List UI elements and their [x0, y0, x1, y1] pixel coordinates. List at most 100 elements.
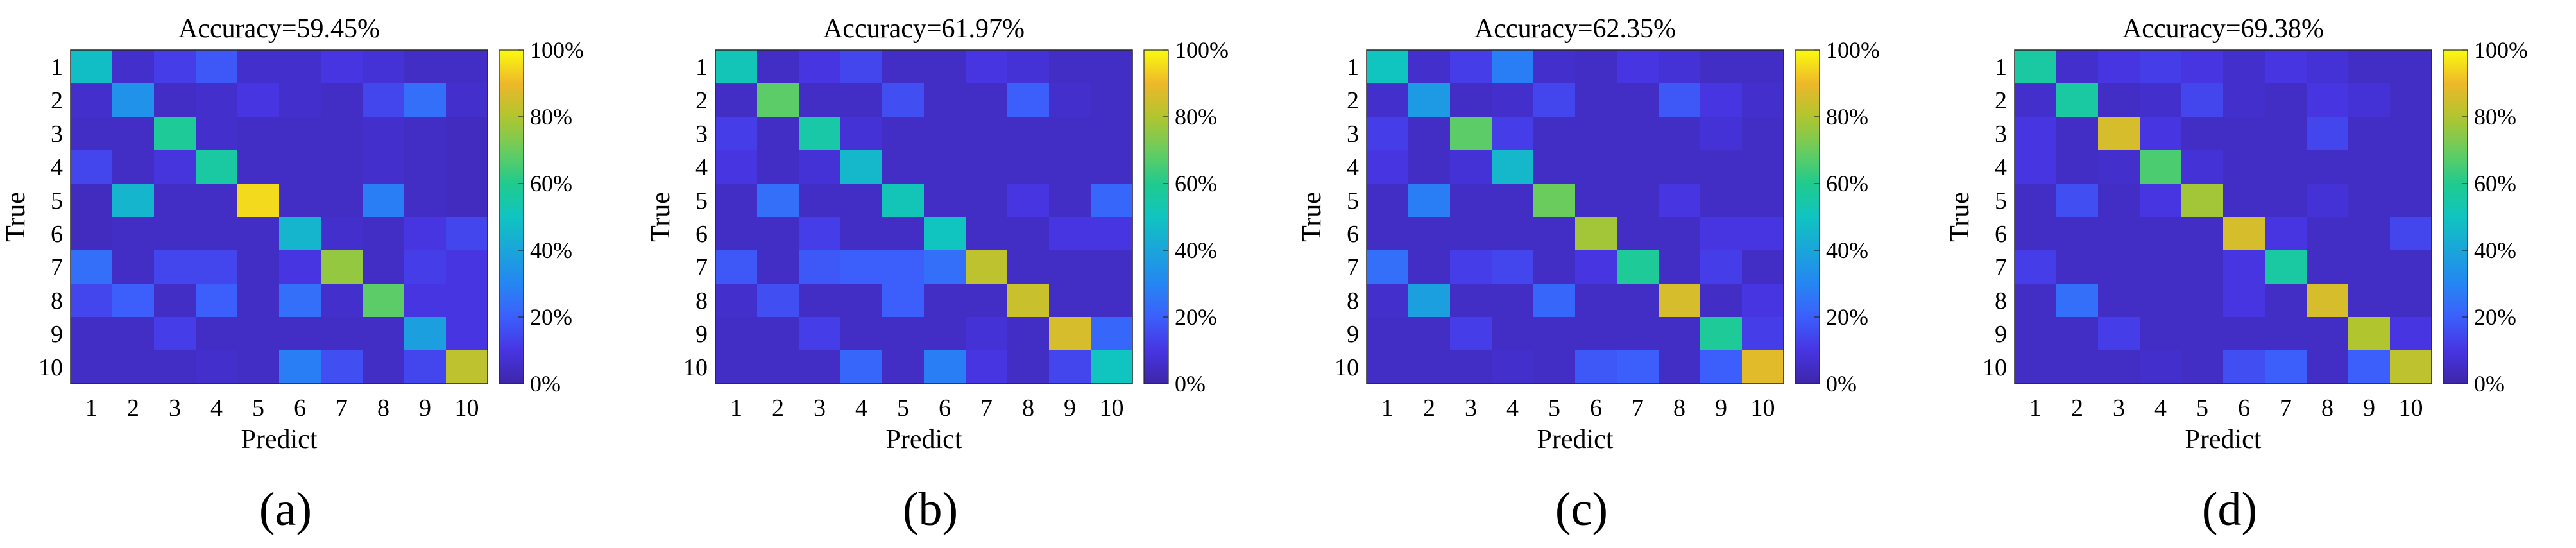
- heatmap-cell: [2348, 184, 2391, 218]
- heatmap-cell: [1659, 184, 1701, 218]
- heatmap-cell: [840, 284, 883, 318]
- x-tick-label: 4: [210, 395, 223, 422]
- x-tick-label: 1: [85, 395, 98, 422]
- heatmap-cell: [196, 83, 238, 117]
- heatmap-cell: [1091, 184, 1133, 218]
- heatmap-cell: [321, 184, 363, 218]
- heatmap-cell: [2223, 250, 2265, 284]
- y-axis-label: True: [646, 192, 676, 242]
- heatmap-cell: [1091, 350, 1133, 384]
- heatmap-cell: [2265, 217, 2307, 251]
- heatmap-cell: [2098, 284, 2140, 318]
- heatmap-cell: [1408, 350, 1451, 384]
- heatmap-cell: [1617, 83, 1659, 117]
- y-tick-label: 4: [1347, 154, 1359, 181]
- heatmap-cell: [404, 217, 447, 251]
- heatmap-cell: [2098, 184, 2140, 218]
- heatmap-cell: [237, 250, 280, 284]
- x-tick-label: 1: [1381, 395, 1394, 422]
- heatmap-cell: [882, 50, 925, 84]
- heatmap-cell: [2390, 250, 2432, 284]
- y-tick-label: 5: [695, 187, 708, 214]
- heatmap-cell: [1492, 217, 1534, 251]
- heatmap-cell: [2015, 284, 2057, 318]
- colorbar: [2443, 49, 2468, 384]
- heatmap-cell: [1742, 284, 1784, 318]
- heatmap-cell: [112, 83, 155, 117]
- heatmap-cell: [1575, 350, 1617, 384]
- y-tick-label: 4: [51, 154, 63, 181]
- chart-title: Accuracy=69.38%: [2122, 14, 2324, 44]
- colorbar-tick-label: 60%: [2474, 171, 2516, 196]
- y-tick-label: 10: [1335, 354, 1359, 381]
- heatmap-cell: [237, 50, 280, 84]
- heatmap-cell: [71, 250, 113, 284]
- y-tick-label: 8: [1995, 287, 2007, 314]
- heatmap-cell: [2181, 83, 2224, 117]
- heatmap-cell: [757, 184, 799, 218]
- x-tick-label: 9: [2363, 395, 2375, 422]
- heatmap-cell: [882, 284, 925, 318]
- heatmap-cell: [1007, 217, 1050, 251]
- heatmap-cell: [1450, 217, 1492, 251]
- heatmap-cell: [279, 150, 321, 184]
- y-tick-label: 4: [1995, 154, 2007, 181]
- x-tick-label: 2: [2071, 395, 2083, 422]
- y-tick-label: 2: [1347, 87, 1359, 114]
- x-axis-label: Predict: [1537, 425, 1614, 454]
- heatmap-cell: [363, 350, 405, 384]
- heatmap-cell: [1049, 317, 1091, 351]
- heatmap-cell: [1700, 250, 1743, 284]
- heatmap-cell: [1450, 150, 1492, 184]
- heatmap-cell: [1617, 150, 1659, 184]
- heatmap-cell: [2015, 184, 2057, 218]
- heatmap-cell: [1533, 250, 1576, 284]
- heatmap-cell: [1450, 83, 1492, 117]
- heatmap-cell: [154, 184, 196, 218]
- y-axis-label: True: [1, 192, 31, 242]
- heatmap-cell: [799, 217, 841, 251]
- heatmap-cell: [924, 150, 966, 184]
- heatmap-cell: [882, 117, 925, 151]
- heatmap-cell: [363, 317, 405, 351]
- heatmap-cell: [924, 350, 966, 384]
- plot-frame: [1366, 49, 1784, 384]
- heatmap-cell: [2140, 83, 2182, 117]
- heatmap-cell: [1533, 150, 1576, 184]
- heatmap-cell: [1575, 50, 1617, 84]
- heatmap-cell: [2390, 184, 2432, 218]
- heatmap-cell: [1367, 317, 1409, 351]
- heatmap-cell: [1049, 184, 1091, 218]
- heatmap-cell: [446, 150, 488, 184]
- x-tick-label: 10: [1100, 395, 1124, 422]
- x-tick-label: 8: [1022, 395, 1034, 422]
- heatmap-cell: [404, 83, 447, 117]
- heatmap-cell: [1533, 317, 1576, 351]
- heatmap-cell: [715, 350, 758, 384]
- heatmap-cell: [446, 50, 488, 84]
- x-tick-label: 7: [1632, 395, 1644, 422]
- heatmap-cell: [446, 184, 488, 218]
- heatmap-cell: [2181, 250, 2224, 284]
- plot-frame: [715, 49, 1133, 384]
- heatmap-cell: [237, 350, 280, 384]
- heatmap-cell: [1533, 284, 1576, 318]
- heatmap-cell: [112, 217, 155, 251]
- panel-label: (a): [259, 483, 312, 536]
- colorbar-tick-label: 0%: [2474, 371, 2505, 397]
- x-tick-label: 10: [2399, 395, 2423, 422]
- colorbar-tick-label: 40%: [530, 237, 572, 263]
- x-tick-label: 9: [419, 395, 431, 422]
- heatmap-cell: [2223, 217, 2265, 251]
- heatmap-cell: [882, 150, 925, 184]
- heatmap-cell: [363, 150, 405, 184]
- heatmap-cell: [237, 217, 280, 251]
- heatmap-cell: [363, 117, 405, 151]
- y-tick-label: 6: [51, 221, 63, 248]
- heatmap-cell: [2390, 150, 2432, 184]
- heatmap-cell: [71, 117, 113, 151]
- heatmap-cell: [1575, 83, 1617, 117]
- x-tick-label: 7: [2280, 395, 2292, 422]
- y-tick-label: 9: [695, 321, 708, 348]
- heatmap-cell: [1007, 184, 1050, 218]
